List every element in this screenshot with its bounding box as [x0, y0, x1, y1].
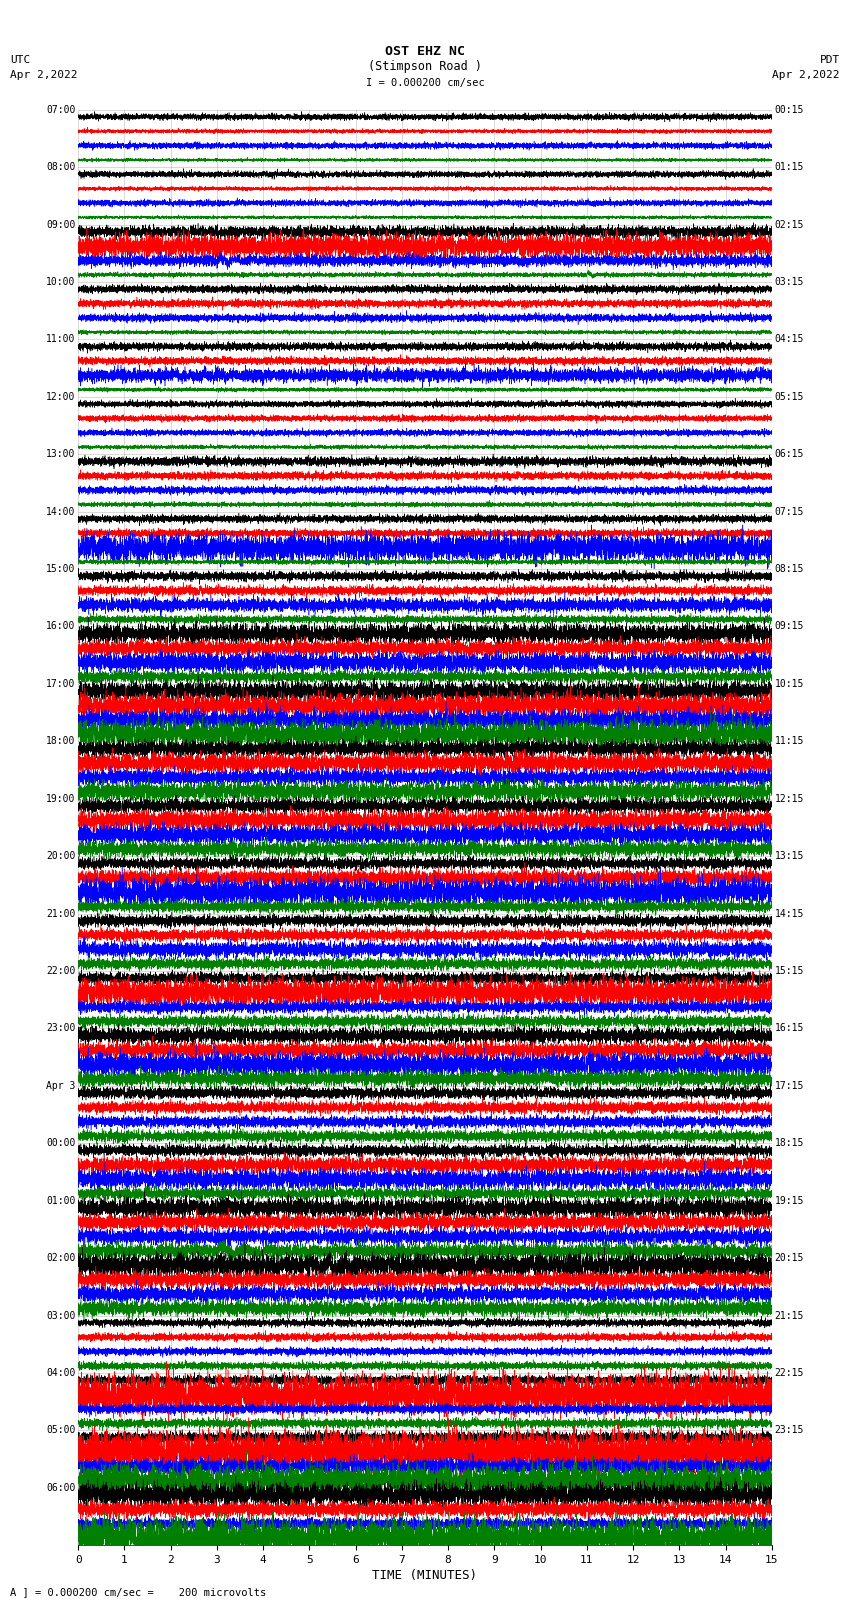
Text: 20:00: 20:00 — [46, 852, 76, 861]
Text: 19:15: 19:15 — [774, 1195, 804, 1205]
Text: 22:15: 22:15 — [774, 1368, 804, 1378]
Text: Apr 2,2022: Apr 2,2022 — [773, 69, 840, 79]
Text: 03:15: 03:15 — [774, 277, 804, 287]
Text: PDT: PDT — [819, 55, 840, 65]
Text: 00:15: 00:15 — [774, 105, 804, 115]
Text: (Stimpson Road ): (Stimpson Road ) — [368, 60, 482, 73]
Text: 08:15: 08:15 — [774, 565, 804, 574]
Text: 01:15: 01:15 — [774, 163, 804, 173]
Text: 08:00: 08:00 — [46, 163, 76, 173]
Text: 03:00: 03:00 — [46, 1311, 76, 1321]
X-axis label: TIME (MINUTES): TIME (MINUTES) — [372, 1569, 478, 1582]
Text: 10:15: 10:15 — [774, 679, 804, 689]
Text: 11:00: 11:00 — [46, 334, 76, 344]
Text: A ] = 0.000200 cm/sec =    200 microvolts: A ] = 0.000200 cm/sec = 200 microvolts — [10, 1587, 266, 1597]
Text: 18:15: 18:15 — [774, 1139, 804, 1148]
Text: 00:00: 00:00 — [46, 1139, 76, 1148]
Text: 16:15: 16:15 — [774, 1024, 804, 1034]
Text: 15:15: 15:15 — [774, 966, 804, 976]
Text: 09:00: 09:00 — [46, 219, 76, 229]
Text: 19:00: 19:00 — [46, 794, 76, 803]
Text: 13:15: 13:15 — [774, 852, 804, 861]
Text: 21:15: 21:15 — [774, 1311, 804, 1321]
Text: 04:15: 04:15 — [774, 334, 804, 344]
Text: 16:00: 16:00 — [46, 621, 76, 631]
Text: UTC: UTC — [10, 55, 31, 65]
Text: 12:15: 12:15 — [774, 794, 804, 803]
Text: 23:00: 23:00 — [46, 1024, 76, 1034]
Text: 17:15: 17:15 — [774, 1081, 804, 1090]
Text: 05:15: 05:15 — [774, 392, 804, 402]
Text: 13:00: 13:00 — [46, 450, 76, 460]
Text: 06:00: 06:00 — [46, 1482, 76, 1492]
Text: 07:00: 07:00 — [46, 105, 76, 115]
Text: Apr 2,2022: Apr 2,2022 — [10, 69, 77, 79]
Text: 12:00: 12:00 — [46, 392, 76, 402]
Text: 10:00: 10:00 — [46, 277, 76, 287]
Text: 17:00: 17:00 — [46, 679, 76, 689]
Text: 06:15: 06:15 — [774, 450, 804, 460]
Text: 14:00: 14:00 — [46, 506, 76, 516]
Text: 14:15: 14:15 — [774, 908, 804, 918]
Text: 22:00: 22:00 — [46, 966, 76, 976]
Text: 02:15: 02:15 — [774, 219, 804, 229]
Text: Apr 3: Apr 3 — [46, 1081, 76, 1090]
Text: 20:15: 20:15 — [774, 1253, 804, 1263]
Text: 07:15: 07:15 — [774, 506, 804, 516]
Text: 09:15: 09:15 — [774, 621, 804, 631]
Text: 02:00: 02:00 — [46, 1253, 76, 1263]
Text: 04:00: 04:00 — [46, 1368, 76, 1378]
Text: 11:15: 11:15 — [774, 737, 804, 747]
Text: 23:15: 23:15 — [774, 1426, 804, 1436]
Text: 01:00: 01:00 — [46, 1195, 76, 1205]
Text: OST EHZ NC: OST EHZ NC — [385, 45, 465, 58]
Text: I = 0.000200 cm/sec: I = 0.000200 cm/sec — [366, 77, 484, 87]
Text: 21:00: 21:00 — [46, 908, 76, 918]
Text: 18:00: 18:00 — [46, 737, 76, 747]
Text: 15:00: 15:00 — [46, 565, 76, 574]
Text: 05:00: 05:00 — [46, 1426, 76, 1436]
